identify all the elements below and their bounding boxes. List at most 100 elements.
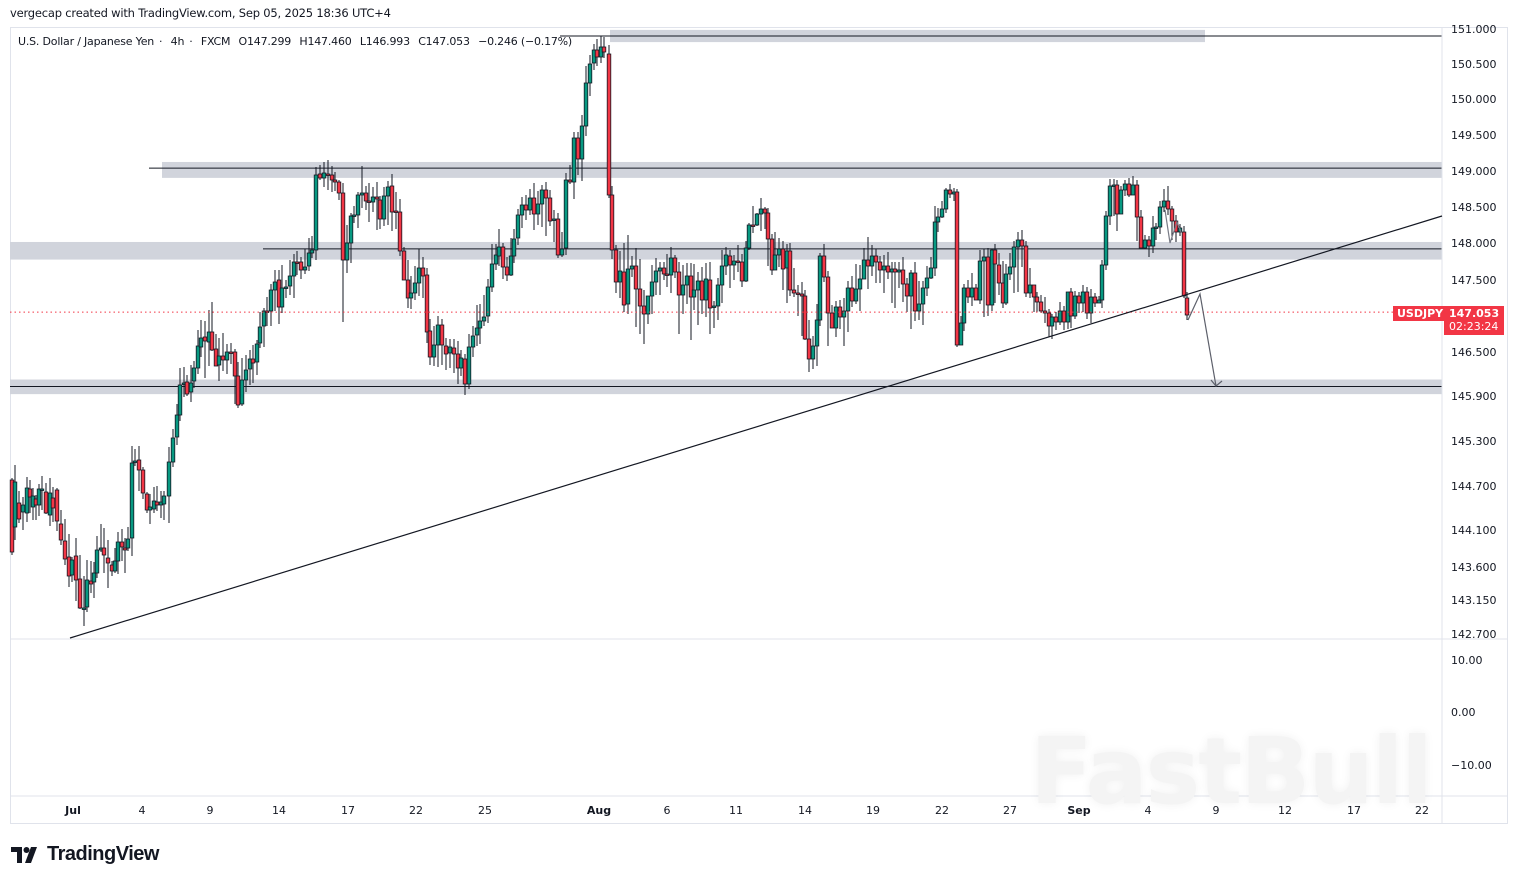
candle-down (1138, 216, 1144, 249)
candle-down (62, 540, 68, 560)
candle-up (833, 306, 839, 329)
candle-down (184, 381, 190, 395)
price-axis: 151.000 150.500 150.000 149.500 149.000 148.5… (1451, 23, 1497, 772)
candle-down (688, 275, 694, 298)
time-tick: 22 (409, 804, 423, 817)
candle-up (283, 286, 289, 289)
candle-down (575, 137, 581, 160)
candle-up (254, 343, 260, 363)
candle-down (780, 248, 786, 270)
candle-down (500, 246, 506, 268)
candle-down (641, 305, 647, 315)
price-tick: 145.300 (1451, 435, 1497, 448)
candle-up (431, 344, 437, 358)
zone-layer (10, 29, 1442, 395)
price-tick: 150.000 (1451, 93, 1497, 106)
candle-down (363, 192, 369, 202)
wave-path[interactable] (1164, 209, 1182, 244)
candle-up (470, 335, 476, 348)
candle-up (869, 255, 875, 267)
candle-up (746, 224, 752, 249)
tradingview-logo[interactable]: TradingView (11, 843, 159, 866)
price-tick: 144.100 (1451, 524, 1497, 537)
time-tick: 27 (1003, 804, 1017, 817)
last-price-label: 147.053 02:23:24 (1444, 306, 1504, 335)
projection-path[interactable] (1187, 292, 1217, 387)
symbol-name: U.S. Dollar / Japanese Yen (18, 35, 155, 48)
candle-up (649, 281, 655, 297)
candle-up (287, 275, 293, 287)
candle-down (235, 375, 241, 406)
candle-down (947, 189, 953, 195)
candle-down (451, 347, 457, 355)
candle-down (340, 192, 346, 261)
candle-up (695, 280, 701, 291)
time-tick: 9 (207, 804, 214, 817)
candle-up (1130, 184, 1136, 196)
price-tick: 144.700 (1451, 480, 1497, 493)
candle-down (443, 345, 449, 355)
ascending-trendline[interactable] (69, 215, 1443, 639)
candle-down (401, 250, 407, 281)
candle-down (105, 557, 111, 564)
candle-up (691, 289, 697, 298)
time-tick: Aug (587, 804, 611, 817)
candle-down (54, 489, 60, 522)
candle-up (617, 270, 623, 283)
candle-up (881, 265, 887, 271)
candle-up (302, 266, 308, 271)
candle-up (772, 254, 778, 271)
arrow-head-icon (1210, 379, 1223, 387)
candle-up (916, 303, 922, 312)
candle-up (527, 197, 533, 211)
candle-up (625, 268, 631, 305)
candle-down (154, 501, 160, 506)
candle-up (385, 186, 391, 197)
candle-up (861, 259, 867, 280)
candle-down (547, 197, 553, 222)
candle-up (348, 215, 354, 244)
ohlc-open: O147.299 (238, 35, 292, 48)
candle-down (1061, 310, 1067, 323)
candle-up (344, 242, 350, 261)
candle-down (43, 491, 49, 514)
time-tick: 17 (341, 804, 355, 817)
candle-up (657, 267, 663, 272)
zone-resistance-149[interactable] (162, 161, 1442, 178)
candle-up (161, 495, 167, 505)
candle-down (567, 179, 573, 183)
candle-up (268, 289, 274, 312)
candle-down (136, 459, 142, 471)
candle-up (224, 351, 230, 361)
candle-up (132, 460, 138, 463)
candle-down (424, 274, 430, 333)
candle-up (908, 272, 914, 297)
candle-up (1161, 200, 1167, 208)
candle-up (1057, 310, 1063, 323)
candle-up (359, 192, 365, 196)
candle-down (88, 580, 94, 585)
symbol-price-label: USDJPY (1393, 306, 1448, 321)
candle-up (177, 384, 183, 416)
candle-down (795, 292, 801, 295)
candle-up (653, 270, 659, 283)
candle-down (1169, 208, 1175, 222)
candle-up (1003, 273, 1009, 304)
ohlc-change: −0.246 (−0.17%) (478, 35, 573, 48)
chart-credit: vergecap created with TradingView.com, S… (10, 6, 391, 20)
last-price-value: 147.053 (1449, 307, 1500, 320)
candle-down (250, 358, 256, 364)
time-tick: 25 (478, 804, 492, 817)
candle-up (481, 316, 487, 322)
candle-up (247, 358, 253, 370)
candle-down (849, 287, 855, 302)
candle-up (1142, 239, 1148, 249)
candle-up (1157, 206, 1163, 228)
candle-down (1031, 284, 1037, 298)
price-tick: 146.500 (1451, 346, 1497, 359)
symbol-legend[interactable]: U.S. Dollar / Japanese Yen · 4h · FXCM O14… (18, 35, 573, 48)
candle-down (1038, 301, 1044, 312)
candle-down (865, 259, 871, 267)
candle-down (209, 331, 215, 351)
